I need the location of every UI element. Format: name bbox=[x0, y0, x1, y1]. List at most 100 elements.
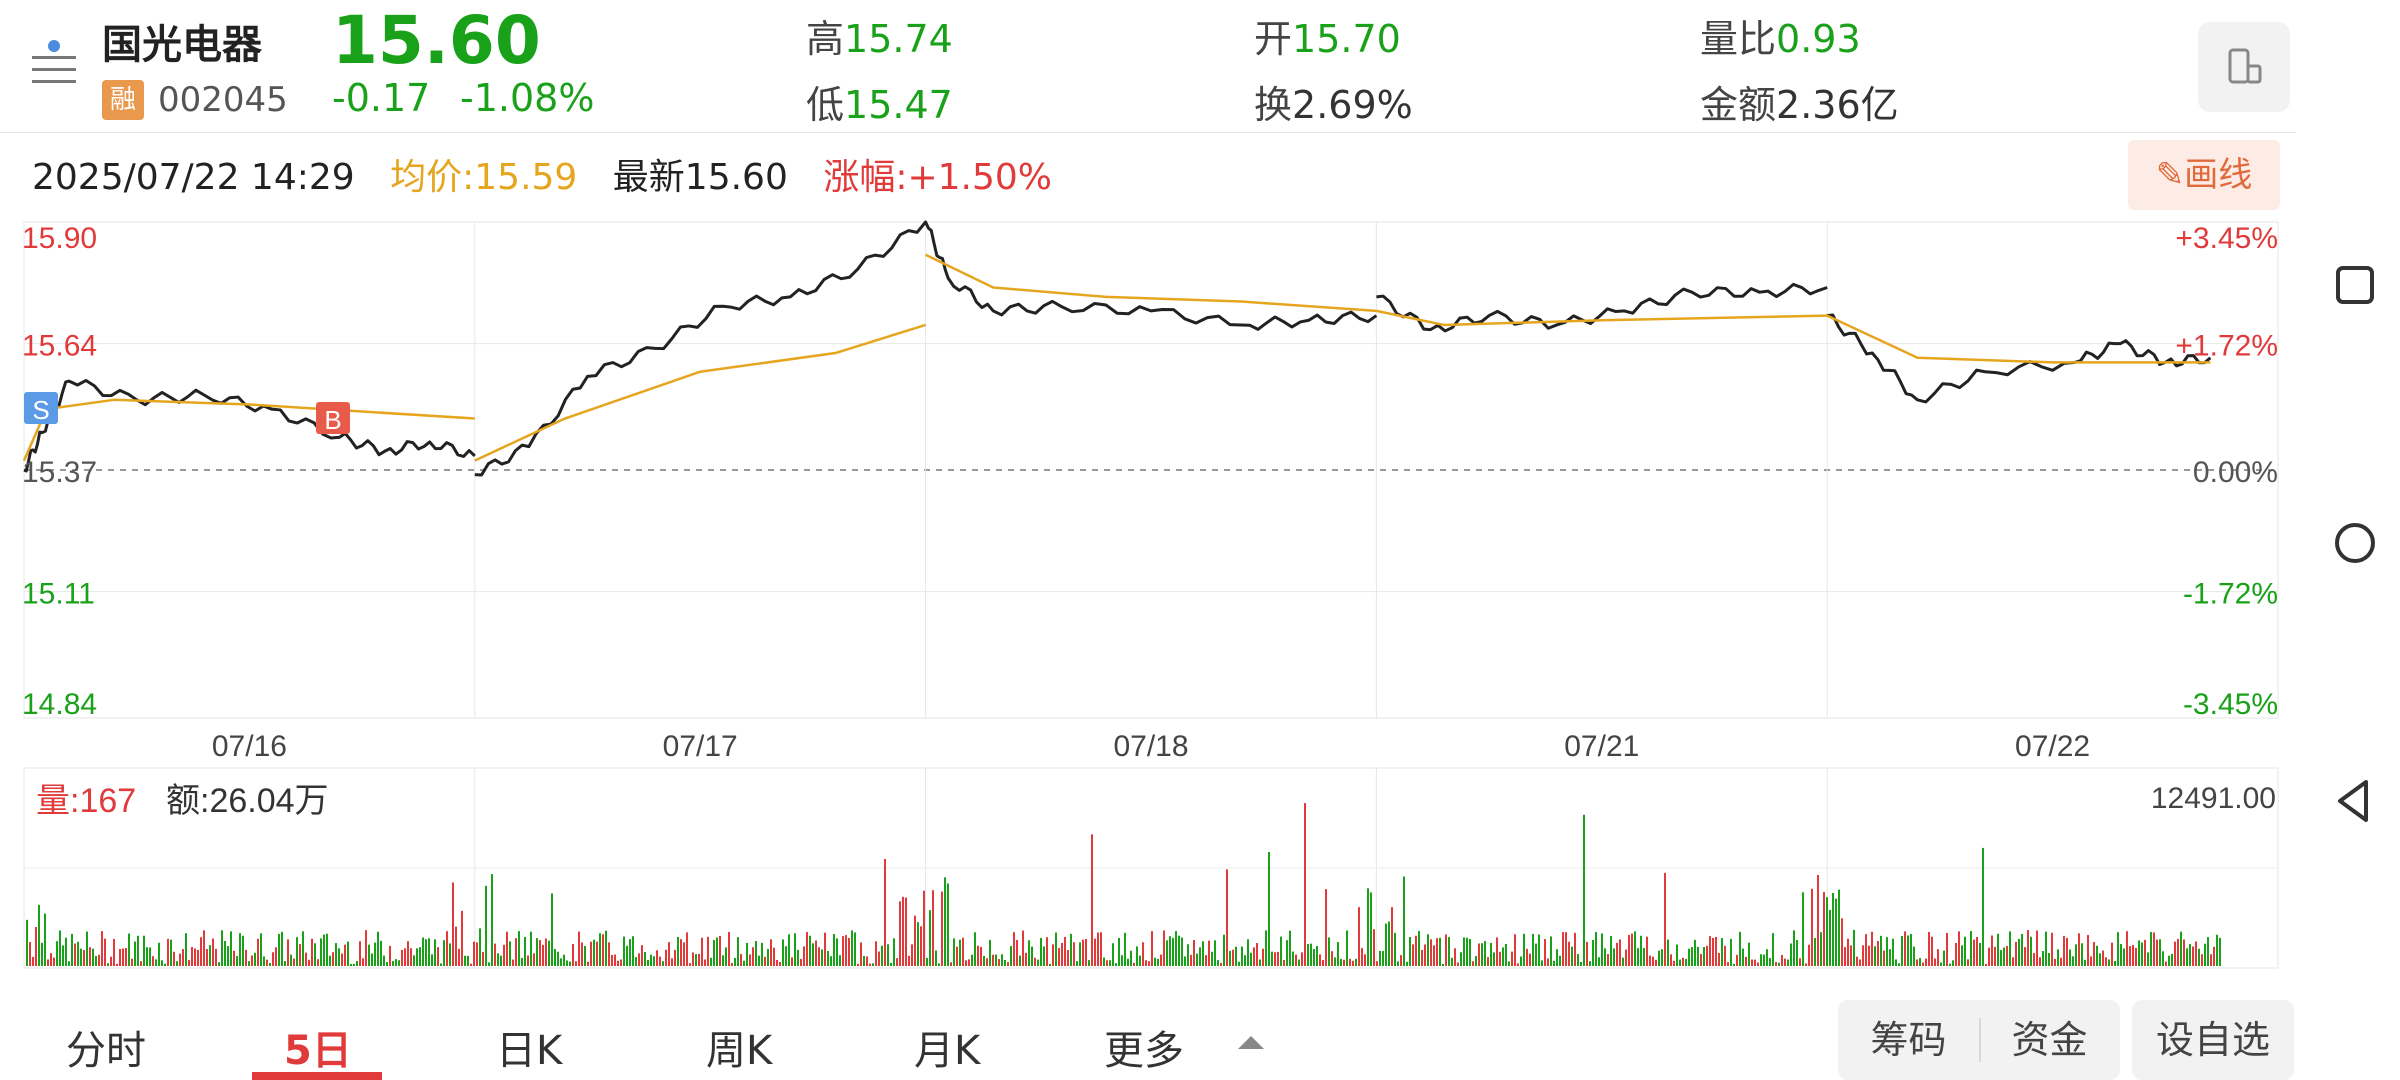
volume-bar bbox=[2033, 952, 2035, 966]
volume-bar bbox=[1490, 942, 1492, 966]
volume-bar bbox=[1106, 960, 1108, 966]
volume-bar bbox=[470, 963, 472, 966]
volume-bar bbox=[1016, 940, 1018, 966]
volume-bar bbox=[1577, 954, 1579, 966]
landscape-toggle-button[interactable] bbox=[2198, 22, 2290, 112]
volume-bar bbox=[1910, 933, 1912, 966]
volume-bar bbox=[56, 941, 58, 966]
back-icon[interactable] bbox=[2338, 780, 2368, 822]
volume-bar bbox=[95, 955, 97, 966]
volume-bar bbox=[1238, 961, 1240, 966]
volume-bar bbox=[377, 931, 379, 966]
volume-bar bbox=[2108, 959, 2110, 966]
volume-bar bbox=[1664, 872, 1666, 966]
volume-bar bbox=[1232, 949, 1234, 966]
volume-bar bbox=[149, 947, 151, 966]
volume-bar bbox=[230, 931, 232, 966]
volume-bar bbox=[299, 944, 301, 966]
volume-bar bbox=[1442, 963, 1444, 966]
volume-bar bbox=[437, 947, 439, 966]
volume-bar bbox=[1121, 955, 1123, 966]
volume-bar bbox=[1283, 960, 1285, 966]
volume-bar bbox=[1889, 949, 1891, 966]
buy-marker-label: B bbox=[324, 405, 341, 435]
volume-bar bbox=[1133, 962, 1135, 966]
volume-bar bbox=[923, 890, 925, 966]
home-icon[interactable] bbox=[2335, 523, 2375, 563]
volume-bar bbox=[317, 959, 319, 966]
volume-bar bbox=[971, 954, 973, 966]
volume-bar bbox=[44, 913, 46, 966]
volume-bar bbox=[1823, 892, 1825, 966]
tab-daily-k[interactable]: 日K bbox=[496, 1028, 563, 1074]
volume-bar bbox=[1970, 931, 1972, 966]
volume-label: 量:167 bbox=[36, 782, 136, 820]
volume-bar bbox=[1988, 947, 1990, 966]
tab-weekly-k[interactable]: 周K bbox=[706, 1028, 773, 1074]
price-change-pct: -1.08% bbox=[460, 76, 595, 120]
volume-bar bbox=[827, 951, 829, 966]
tab-intraday[interactable]: 分时 bbox=[66, 1028, 146, 1074]
volume-bar bbox=[188, 959, 190, 966]
caret-up-icon[interactable] bbox=[1238, 1036, 1264, 1049]
volume-bar bbox=[1502, 947, 1504, 966]
fund-flow-button[interactable]: 资金 bbox=[2011, 1018, 2088, 1062]
volume-bar bbox=[1778, 962, 1780, 966]
menu-icon[interactable] bbox=[30, 38, 80, 86]
volume-bar bbox=[485, 885, 487, 966]
volume-bar bbox=[2102, 950, 2104, 966]
volume-bar bbox=[755, 941, 757, 966]
recent-apps-icon[interactable] bbox=[2336, 266, 2374, 304]
volume-bar bbox=[638, 953, 640, 966]
volume-bar bbox=[476, 942, 478, 966]
volume-bar bbox=[251, 955, 253, 966]
volume-bar bbox=[41, 942, 43, 966]
volume-bar bbox=[665, 949, 667, 966]
volume-bar bbox=[1103, 957, 1105, 966]
volume-bar bbox=[1568, 941, 1570, 966]
volume-bar bbox=[698, 953, 700, 966]
sell-marker bbox=[24, 392, 58, 424]
draw-line-button[interactable]: ✎画线 bbox=[2128, 140, 2280, 210]
volume-bar bbox=[1319, 954, 1321, 966]
volume-bar bbox=[2204, 943, 2206, 966]
volume-bar bbox=[266, 959, 268, 966]
volume-bar bbox=[2201, 954, 2203, 966]
stat-turnover: 换2.69% bbox=[1254, 83, 1413, 127]
volume-bar bbox=[1943, 950, 1945, 966]
volume-bar bbox=[1178, 935, 1180, 966]
volume-bar bbox=[632, 936, 634, 966]
tab-more[interactable]: 更多 bbox=[1104, 1028, 1184, 1074]
volume-bar bbox=[1697, 946, 1699, 966]
volume-bar bbox=[1592, 940, 1594, 966]
volume-bar bbox=[1787, 959, 1789, 966]
volume-bar bbox=[1718, 953, 1720, 966]
volume-bar bbox=[1754, 959, 1756, 966]
volume-bar bbox=[452, 882, 454, 966]
volume-bar bbox=[488, 962, 490, 966]
tab-5day[interactable]: 5日 bbox=[284, 1028, 352, 1074]
volume-bar bbox=[2084, 959, 2086, 966]
volume-bar bbox=[2123, 948, 2125, 966]
volume-bar bbox=[47, 959, 49, 966]
volume-bar bbox=[1406, 961, 1408, 966]
avg-price-label: 均价:15.59 bbox=[390, 157, 578, 198]
chart-datetime: 2025/07/22 14:29 bbox=[32, 157, 355, 198]
tab-monthly-k[interactable]: 月K bbox=[914, 1028, 981, 1074]
volume-bar bbox=[326, 933, 328, 966]
add-to-watchlist-button[interactable]: 设自选 bbox=[2132, 1000, 2294, 1080]
volume-bar bbox=[1346, 930, 1348, 966]
volume-bar bbox=[908, 955, 910, 966]
volume-bar bbox=[2099, 953, 2101, 966]
volume-bar bbox=[65, 937, 67, 966]
volume-bar bbox=[1706, 945, 1708, 966]
amount-label: 额:26.04万 bbox=[166, 782, 329, 820]
volume-bar bbox=[1289, 930, 1291, 966]
volume-bar bbox=[215, 948, 217, 966]
volume-bar bbox=[74, 943, 76, 966]
chip-distribution-button[interactable]: 筹码 bbox=[1870, 1018, 1947, 1062]
volume-bar bbox=[53, 957, 55, 966]
volume-bar bbox=[1172, 937, 1174, 966]
volume-bar bbox=[881, 945, 883, 966]
